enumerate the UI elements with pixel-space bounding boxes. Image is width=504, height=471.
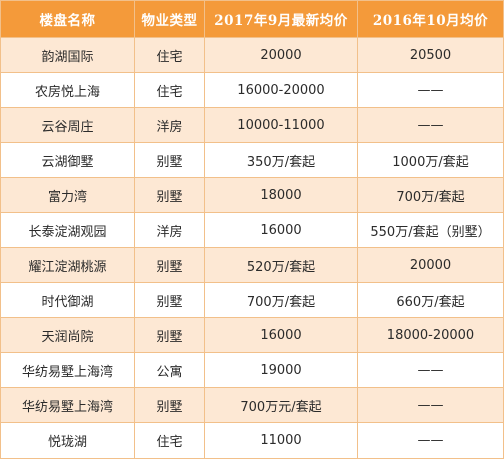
cell-property-type: 洋房	[134, 107, 205, 143]
cell-property-type: 洋房	[134, 212, 205, 248]
cell-property-type: 别墅	[134, 142, 205, 178]
cell-project-name: 华纺易墅上海湾	[0, 352, 135, 388]
cell-project-name: 华纺易墅上海湾	[0, 387, 135, 423]
cell-price-2017-sep: 700万元/套起	[204, 387, 358, 423]
cell-project-name: 云湖御墅	[0, 142, 135, 178]
cell-price-2017-sep: 10000-11000	[204, 107, 358, 143]
cell-project-name: 农房悦上海	[0, 72, 135, 108]
header-row: 楼盘名称 物业类型 2017年9月最新均价 2016年10月均价	[0, 0, 504, 38]
cell-price-2017-sep: 16000	[204, 317, 358, 353]
header-price-2016-oct: 2016年10月均价	[357, 0, 504, 38]
cell-price-2016-oct: 20500	[357, 37, 504, 73]
table-row: 悦珑湖 住宅 11000 ——	[0, 422, 504, 459]
table-row: 华纺易墅上海湾 别墅 700万元/套起 ——	[0, 387, 504, 423]
header-project-name: 楼盘名称	[0, 0, 135, 38]
cell-property-type: 别墅	[134, 282, 205, 318]
table-body: 韵湖国际 住宅 20000 20500 农房悦上海 住宅 16000-20000 —— 云谷周庄…	[0, 37, 504, 459]
cell-price-2017-sep: 350万/套起	[204, 142, 358, 178]
table-row: 富力湾 别墅 18000 700万/套起	[0, 177, 504, 213]
table-row: 韵湖国际 住宅 20000 20500	[0, 37, 504, 73]
cell-property-type: 别墅	[134, 247, 205, 283]
cell-price-2017-sep: 19000	[204, 352, 358, 388]
table-row: 华纺易墅上海湾 公寓 19000 ——	[0, 352, 504, 388]
cell-price-2016-oct: 550万/套起（别墅）	[357, 212, 504, 248]
table-row: 云谷周庄 洋房 10000-11000 ——	[0, 107, 504, 143]
cell-property-type: 别墅	[134, 387, 205, 423]
table-row: 耀江淀湖桃源 别墅 520万/套起 20000	[0, 247, 504, 283]
cell-price-2017-sep: 700万/套起	[204, 282, 358, 318]
cell-price-2016-oct: 660万/套起	[357, 282, 504, 318]
cell-price-2017-sep: 16000	[204, 212, 358, 248]
cell-property-type: 住宅	[134, 422, 205, 459]
cell-project-name: 悦珑湖	[0, 422, 135, 459]
cell-price-2016-oct: ——	[357, 107, 504, 143]
cell-price-2017-sep: 520万/套起	[204, 247, 358, 283]
cell-price-2017-sep: 16000-20000	[204, 72, 358, 108]
table-row: 农房悦上海 住宅 16000-20000 ——	[0, 72, 504, 108]
table-header: 楼盘名称 物业类型 2017年9月最新均价 2016年10月均价	[0, 0, 504, 38]
cell-property-type: 住宅	[134, 37, 205, 73]
cell-price-2016-oct: 1000万/套起	[357, 142, 504, 178]
cell-price-2017-sep: 20000	[204, 37, 358, 73]
cell-property-type: 住宅	[134, 72, 205, 108]
cell-price-2016-oct: 20000	[357, 247, 504, 283]
header-price-2017-sep: 2017年9月最新均价	[204, 0, 358, 38]
table-row: 时代御湖 别墅 700万/套起 660万/套起	[0, 282, 504, 318]
cell-price-2017-sep: 11000	[204, 422, 358, 459]
cell-price-2016-oct: ——	[357, 422, 504, 459]
cell-project-name: 耀江淀湖桃源	[0, 247, 135, 283]
cell-property-type: 别墅	[134, 177, 205, 213]
cell-project-name: 天润尚院	[0, 317, 135, 353]
cell-price-2016-oct: ——	[357, 352, 504, 388]
cell-project-name: 云谷周庄	[0, 107, 135, 143]
cell-price-2016-oct: ——	[357, 72, 504, 108]
price-table: 楼盘名称 物业类型 2017年9月最新均价 2016年10月均价 韵湖国际 住宅 2…	[0, 0, 504, 459]
cell-project-name: 韵湖国际	[0, 37, 135, 73]
table-row: 天润尚院 别墅 16000 18000-20000	[0, 317, 504, 353]
cell-price-2016-oct: 700万/套起	[357, 177, 504, 213]
cell-project-name: 长泰淀湖观园	[0, 212, 135, 248]
table-row: 长泰淀湖观园 洋房 16000 550万/套起（别墅）	[0, 212, 504, 248]
cell-property-type: 公寓	[134, 352, 205, 388]
cell-property-type: 别墅	[134, 317, 205, 353]
cell-project-name: 时代御湖	[0, 282, 135, 318]
table-row: 云湖御墅 别墅 350万/套起 1000万/套起	[0, 142, 504, 178]
header-property-type: 物业类型	[134, 0, 205, 38]
cell-project-name: 富力湾	[0, 177, 135, 213]
cell-price-2016-oct: 18000-20000	[357, 317, 504, 353]
cell-price-2016-oct: ——	[357, 387, 504, 423]
cell-price-2017-sep: 18000	[204, 177, 358, 213]
